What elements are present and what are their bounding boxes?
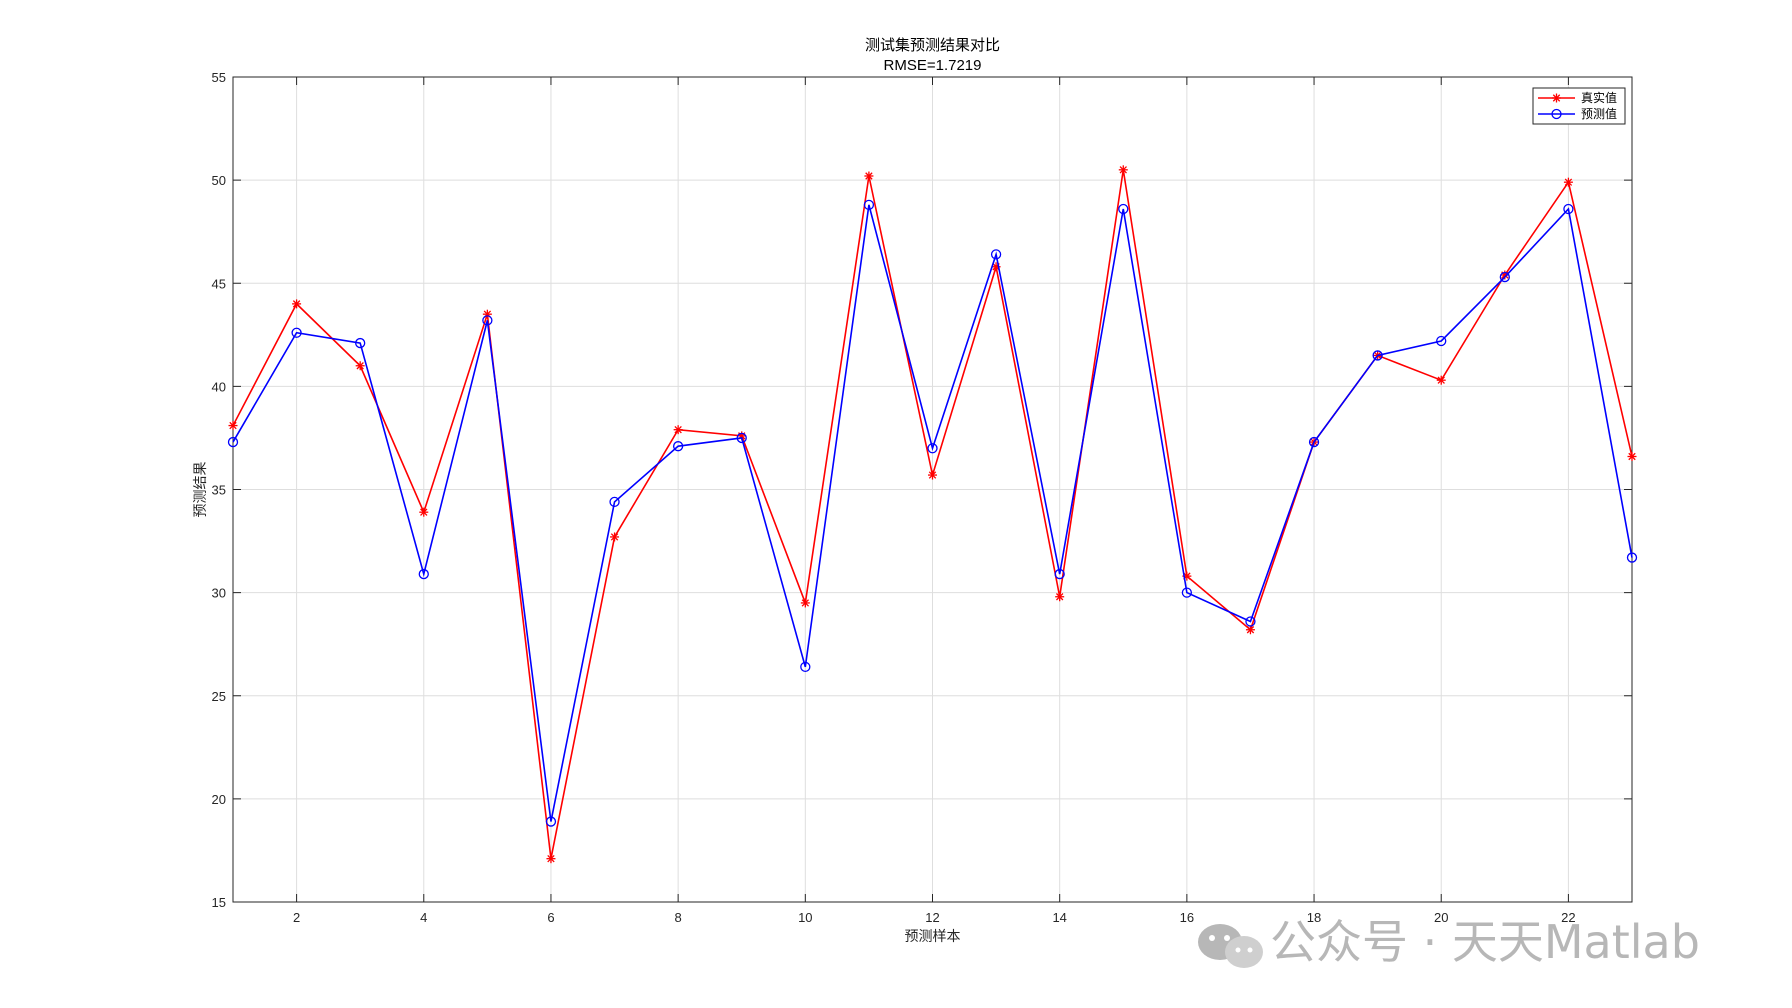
data-point-circle <box>1054 568 1065 580</box>
series-line <box>232 204 1633 822</box>
data-point-circle <box>545 816 557 827</box>
x-tick-label: 6 <box>547 910 554 925</box>
watermark: 公众号 · 天天Matlab <box>1198 915 1700 969</box>
data-point-circle <box>800 661 811 673</box>
data-point-asterisk <box>1627 452 1637 461</box>
series-layer <box>227 165 1638 864</box>
x-axis-label: 预测样本 <box>905 929 961 945</box>
x-tick-label: 4 <box>420 910 427 925</box>
y-tick-label: 40 <box>212 379 226 394</box>
data-point-asterisk <box>546 854 556 864</box>
data-point-circle <box>1563 203 1574 215</box>
data-point-circle <box>1118 203 1129 215</box>
wechat-icon <box>1198 924 1263 968</box>
y-tick-label: 55 <box>212 70 226 85</box>
y-tick-label: 35 <box>212 483 226 498</box>
y-tick-label: 20 <box>212 792 226 807</box>
y-tick-label: 25 <box>212 689 226 704</box>
x-tick-label: 10 <box>798 910 812 925</box>
legend-box <box>1532 87 1626 125</box>
y-tick-label: 15 <box>212 895 226 910</box>
x-tick-label: 20 <box>1434 910 1448 925</box>
data-point-circle <box>736 432 747 444</box>
x-tick-label: 22 <box>1561 910 1575 925</box>
chart-subtitle: RMSE=1.7219 <box>884 57 982 74</box>
data-point-circle <box>672 441 684 452</box>
series-1 <box>228 165 1637 864</box>
data-point-asterisk <box>610 532 620 542</box>
y-axis-label: 预测结果 <box>193 462 209 518</box>
watermark-text: 公众号 · 天天Matlab <box>1270 915 1700 969</box>
y-tick-label: 50 <box>212 173 226 188</box>
y-tick-label: 30 <box>212 586 226 601</box>
data-point-circle <box>355 337 366 349</box>
data-point-asterisk <box>928 470 937 480</box>
data-point-asterisk <box>419 507 429 517</box>
data-point-circle <box>1372 350 1383 361</box>
data-point-asterisk <box>1436 375 1446 385</box>
data-point-asterisk <box>292 299 302 309</box>
data-point-circle <box>609 496 620 508</box>
data-point-circle <box>1551 108 1562 120</box>
x-tick-label: 12 <box>925 910 939 925</box>
data-point-circle <box>482 315 493 326</box>
data-point-asterisk <box>1118 165 1128 175</box>
axis-ticks: 2 4 6 8 10 12 14 16 18 20 22 15 20 25 30 35 40 45 50 55 <box>212 70 1632 925</box>
x-tick-label: 14 <box>1052 910 1066 925</box>
data-point-circle <box>1245 616 1256 627</box>
data-point-circle <box>1436 335 1447 347</box>
chart-title: 测试集预测结果对比 <box>865 36 1000 54</box>
data-point-circle <box>1181 587 1193 598</box>
series-2 <box>227 199 1638 827</box>
data-point-asterisk <box>864 171 874 181</box>
data-point-asterisk <box>1055 592 1065 602</box>
data-point-asterisk <box>673 425 683 435</box>
data-point-circle <box>990 249 1002 260</box>
data-point-circle <box>927 443 938 454</box>
x-tick-label: 18 <box>1307 910 1321 925</box>
data-point-circle <box>1308 436 1320 448</box>
legend-item: 真实值 <box>1538 90 1617 105</box>
data-point-asterisk <box>1563 177 1573 187</box>
data-point-asterisk <box>800 598 810 608</box>
data-point-asterisk <box>355 361 365 371</box>
data-point-asterisk <box>1245 625 1255 635</box>
x-tick-label: 2 <box>293 910 300 925</box>
data-point-circle <box>418 568 429 580</box>
legend-label: 预测值 <box>1581 106 1617 121</box>
data-point-circle <box>227 436 239 448</box>
legend-item: 预测值 <box>1538 106 1617 121</box>
data-point-circle <box>291 327 302 338</box>
x-tick-label: 8 <box>675 910 682 925</box>
data-point-asterisk <box>228 421 238 431</box>
x-tick-label: 16 <box>1180 910 1194 925</box>
data-point-circle <box>1626 552 1638 563</box>
legend-label: 真实值 <box>1581 90 1617 105</box>
data-point-circle <box>1499 271 1510 283</box>
data-point-circle <box>863 199 875 211</box>
data-point-asterisk <box>1552 93 1561 103</box>
y-tick-label: 45 <box>212 276 226 291</box>
